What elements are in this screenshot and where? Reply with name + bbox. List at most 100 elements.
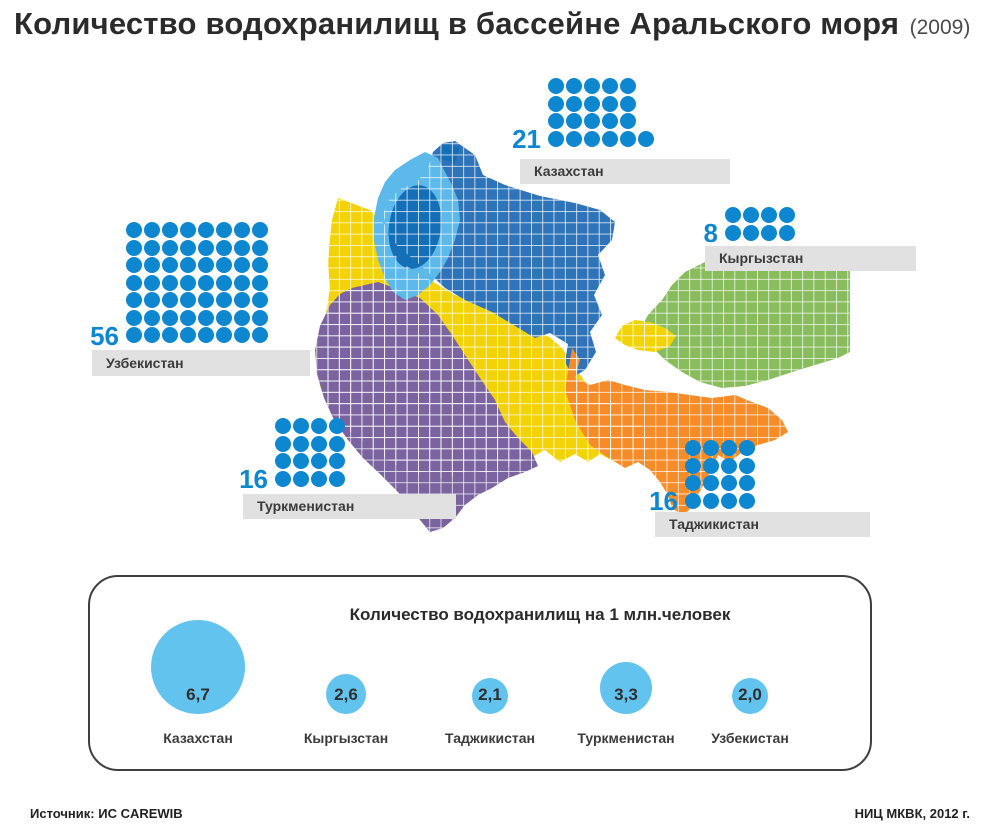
reservoir-dot [311, 470, 327, 487]
dot-row [548, 113, 654, 129]
dot-row [126, 309, 268, 326]
reservoir-dot [234, 257, 250, 273]
count-kazakhstan: 21 [512, 124, 541, 154]
reservoir-dot [739, 492, 755, 509]
reservoir-dot [180, 292, 196, 308]
reservoir-dot [275, 470, 291, 487]
reservoir-dot [602, 113, 618, 129]
reservoir-dot [293, 453, 309, 469]
dot-row [126, 257, 268, 273]
reservoir-dot [739, 440, 755, 456]
reservoir-dot [703, 492, 719, 509]
reservoir-dot [566, 78, 582, 94]
dot-row [548, 95, 654, 112]
dot-row [548, 78, 654, 94]
per-capita-label: Узбекистан [711, 730, 789, 746]
label-bar-kyrgyzstan: Кыргызстан [705, 246, 916, 271]
count-kyrgyzstan: 8 [703, 218, 718, 248]
reservoir-dot [216, 327, 232, 343]
reservoir-dot [548, 78, 564, 94]
reservoir-dot [620, 95, 636, 112]
reservoir-dot [162, 239, 178, 256]
reservoir-dot [198, 309, 214, 326]
reservoir-dot [703, 440, 719, 456]
dots-kyrgyzstan [725, 207, 795, 241]
page-title-text: Количество водохранилищ в бассейне Араль… [14, 6, 900, 41]
aral-basin-map [315, 141, 850, 532]
source-credit: Источник: ИС CAREWIB [30, 806, 183, 821]
reservoir-dot [275, 453, 291, 469]
per-capita-bubble [600, 662, 652, 714]
reservoir-dot [198, 257, 214, 273]
reservoir-dot [126, 222, 142, 238]
reservoir-dot [234, 239, 250, 256]
reservoir-dot [180, 274, 196, 291]
mosaic-grid-overlay [315, 141, 850, 532]
dot-row [126, 327, 268, 343]
dots-turkmenistan [275, 418, 345, 487]
reservoir-dot [144, 257, 160, 273]
reservoir-dot [721, 457, 737, 474]
reservoir-dot [162, 257, 178, 273]
dot-row [275, 435, 345, 452]
reservoir-dot [293, 470, 309, 487]
label-bar-kazakhstan: Казахстан [520, 159, 730, 184]
reservoir-dot [779, 207, 795, 223]
per-capita-panel: Количество водохранилищ на 1 млн.человек… [88, 575, 872, 771]
reservoir-dot [311, 453, 327, 469]
dot-row [126, 222, 268, 238]
reservoir-dot [216, 239, 232, 256]
reservoir-dot [234, 292, 250, 308]
reservoir-dot [725, 224, 741, 241]
reservoir-dot [180, 309, 196, 326]
reservoir-dot [275, 435, 291, 452]
reservoir-dot [584, 78, 600, 94]
reservoir-dot [311, 435, 327, 452]
reservoir-dot [566, 95, 582, 112]
dot-block-turkmenistan: 16 [239, 418, 345, 492]
reservoir-dot [584, 95, 600, 112]
reservoir-dot [293, 418, 309, 434]
reservoir-dot [566, 113, 582, 129]
dot-row [275, 470, 345, 487]
dot-row [685, 440, 755, 456]
reservoir-dot [162, 327, 178, 343]
dot-block-tajikistan: 16 [649, 440, 755, 514]
reservoir-dot [620, 113, 636, 129]
reservoir-dot [620, 130, 636, 147]
reservoir-dot [743, 224, 759, 241]
reservoir-dot [234, 222, 250, 238]
dot-row [126, 292, 268, 308]
reservoir-dot [602, 78, 618, 94]
reservoir-dot [216, 292, 232, 308]
reservoir-dot [144, 292, 160, 308]
reservoir-dot [126, 274, 142, 291]
dot-row [126, 239, 268, 256]
per-capita-label: Таджикистан [445, 730, 535, 746]
publisher-credit: НИЦ МКВК, 2012 г. [854, 806, 970, 821]
reservoir-dot [275, 418, 291, 434]
per-capita-value: 2,1 [478, 685, 502, 704]
reservoir-dot [126, 257, 142, 273]
reservoir-dot [234, 309, 250, 326]
reservoir-dot [252, 257, 268, 273]
reservoir-dot [703, 475, 719, 491]
reservoir-dot [743, 207, 759, 223]
reservoir-dot [721, 440, 737, 456]
dots-kazakhstan [548, 78, 654, 147]
reservoir-dot [216, 222, 232, 238]
reservoir-dot [685, 440, 701, 456]
reservoir-dot [602, 130, 618, 147]
per-capita-label: Туркменистан [577, 730, 675, 746]
reservoir-dot [180, 222, 196, 238]
reservoir-dot [126, 239, 142, 256]
reservoir-dot [252, 274, 268, 291]
reservoir-dot [620, 78, 636, 94]
per-capita-bubble [732, 678, 768, 714]
reservoir-dot [252, 309, 268, 326]
reservoir-dot [144, 239, 160, 256]
dot-row [725, 207, 795, 223]
reservoir-dot [162, 292, 178, 308]
reservoir-dot [761, 207, 777, 223]
